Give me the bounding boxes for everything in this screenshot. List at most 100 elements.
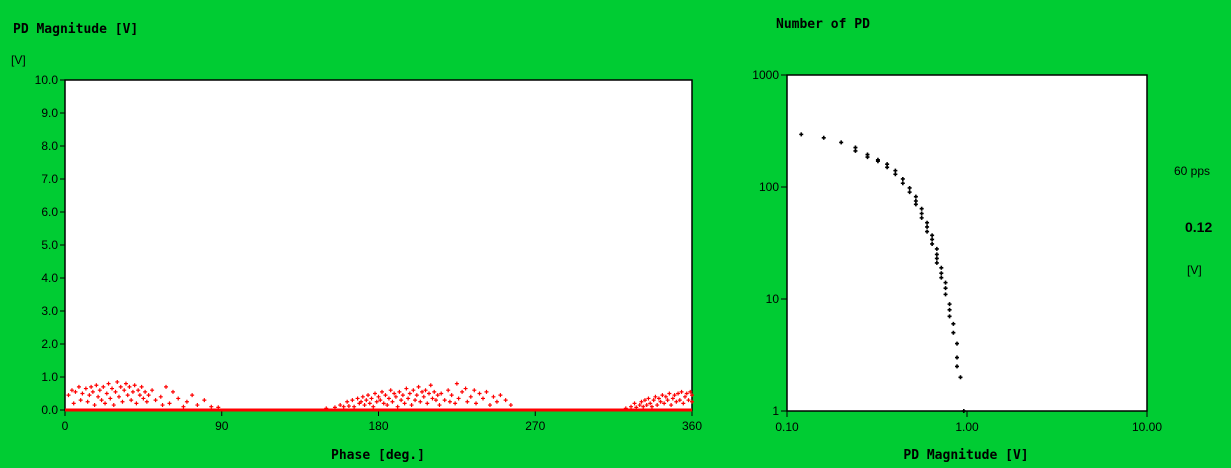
left-data-point (153, 398, 158, 403)
left-data-point (108, 396, 113, 401)
left-data-point (367, 401, 372, 406)
left-data-point (345, 399, 350, 404)
left-data-point (690, 399, 694, 404)
left-data-point (116, 394, 121, 399)
right-data-point (919, 206, 924, 211)
left-data-point (435, 393, 440, 398)
left-data-point (472, 388, 477, 393)
left-data-point (190, 393, 195, 398)
left-data-point (674, 399, 679, 404)
left-data-point (644, 403, 649, 408)
right-data-point (865, 155, 870, 160)
left-data-point (379, 389, 384, 394)
left-data-point (409, 403, 414, 408)
right-data-point (925, 229, 930, 234)
left-data-point (442, 398, 447, 403)
right-data-point (913, 194, 918, 199)
left-data-point (69, 388, 74, 393)
left-data-point (366, 393, 371, 398)
left-data-point (418, 399, 423, 404)
left-data-point (683, 394, 688, 399)
left-data-point (167, 401, 172, 406)
left-data-point (686, 398, 691, 403)
right-data-point (958, 375, 963, 380)
right-chart-title: Number of PD (776, 17, 870, 32)
left-data-point (393, 394, 398, 399)
left-data-point (125, 393, 130, 398)
left-data-point (658, 399, 663, 404)
left-data-point (400, 393, 405, 398)
right-data-point (907, 185, 912, 190)
left-data-point (649, 404, 654, 409)
right-data-point (930, 237, 935, 242)
left-data-point (373, 391, 378, 396)
left-data-point (446, 388, 451, 393)
left-data-point (660, 393, 665, 398)
left-y-tick-label: 7.0 (41, 172, 58, 186)
left-data-point (96, 394, 101, 399)
left-data-point (481, 396, 485, 401)
right-data-point (893, 168, 898, 173)
left-data-point (423, 388, 428, 393)
left-data-point (397, 389, 402, 394)
left-data-point (374, 399, 379, 404)
left-data-point (414, 393, 419, 398)
left-data-point (665, 398, 670, 403)
left-data-point (352, 404, 357, 409)
left-chart-title: PD Magnitude [V] (13, 22, 138, 37)
left-x-tick-label: 270 (525, 419, 545, 433)
left-y-tick-label: 0.0 (41, 403, 58, 417)
left-data-point (78, 398, 83, 403)
left-data-point (447, 399, 452, 404)
left-data-point (118, 384, 123, 389)
left-data-point (369, 396, 374, 401)
right-data-point (839, 140, 844, 145)
left-data-point (381, 401, 386, 406)
left-data-point (646, 396, 651, 401)
right-data-point (939, 275, 944, 280)
left-data-point (432, 389, 437, 394)
right-data-point (919, 215, 924, 220)
left-data-point (681, 401, 686, 406)
right-plot-area (786, 74, 1148, 412)
right-data-point (853, 148, 858, 153)
right-data-point (939, 271, 944, 276)
left-data-point (498, 393, 503, 398)
left-y-tick-label: 6.0 (41, 205, 58, 219)
left-data-point (99, 398, 104, 403)
left-data-point (150, 388, 155, 393)
right-x-tick-label: 1.00 (955, 420, 979, 434)
left-data-point (454, 381, 459, 386)
left-data-point (474, 401, 479, 406)
left-data-point (427, 391, 432, 396)
right-x-tick-label: 0.10 (775, 420, 799, 434)
left-data-point (92, 403, 97, 408)
left-data-point (130, 389, 135, 394)
right-data-point (853, 145, 858, 150)
left-data-point (383, 393, 388, 398)
right-data-point (913, 202, 918, 207)
right-data-point (939, 265, 944, 270)
left-data-point (181, 404, 186, 409)
left-data-point (350, 398, 355, 403)
left-data-point (338, 403, 343, 408)
left-data-point (491, 394, 496, 399)
left-data-point (129, 398, 134, 403)
left-data-point (653, 394, 658, 399)
left-data-point (637, 403, 642, 408)
left-data-point (508, 403, 513, 408)
left-x-tick-label: 90 (215, 419, 229, 433)
left-data-point (402, 401, 407, 406)
right-data-point (947, 307, 952, 312)
right-data-point (951, 330, 956, 335)
left-data-point (94, 383, 99, 388)
right-data-point (900, 181, 905, 186)
left-data-point (66, 393, 71, 398)
right-data-point (875, 159, 880, 164)
left-data-point (141, 396, 146, 401)
left-data-point (651, 398, 656, 403)
left-data-point (106, 381, 111, 386)
left-data-point (406, 396, 411, 401)
left-data-point (468, 394, 473, 399)
left-x-tick-label: 0 (62, 419, 69, 433)
